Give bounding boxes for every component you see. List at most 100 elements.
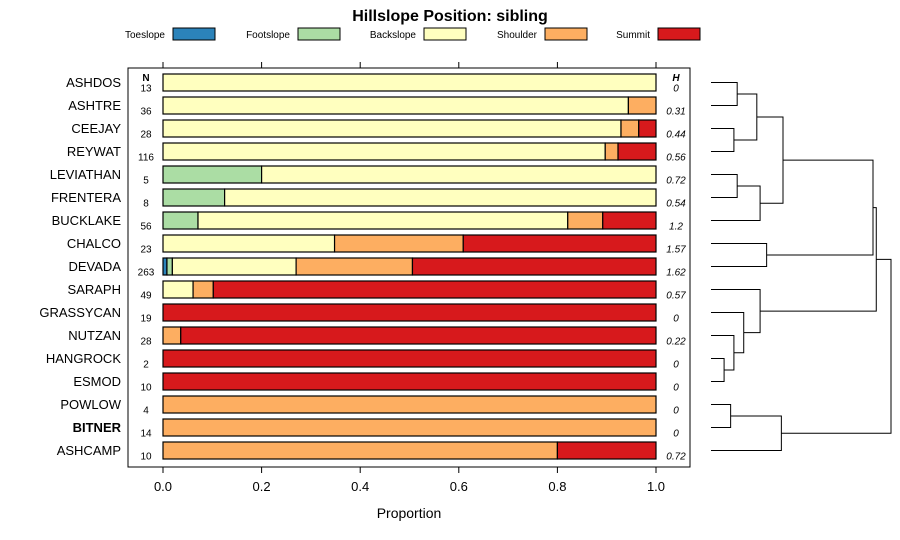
soil-label: SARAPH bbox=[68, 282, 121, 297]
n-value: 5 bbox=[143, 176, 149, 187]
soil-label: BITNER bbox=[73, 420, 122, 435]
h-value: 0 bbox=[673, 429, 679, 440]
bar-segment-shoulder bbox=[604, 142, 619, 161]
dendrogram-link bbox=[711, 174, 738, 198]
bar-segment-summit bbox=[556, 441, 657, 460]
soil-label: POWLOW bbox=[60, 397, 121, 412]
bar-segment-shoulder bbox=[162, 326, 182, 345]
h-value: 1.57 bbox=[666, 245, 686, 256]
legend-swatch-summit bbox=[657, 27, 701, 41]
h-value: 0.22 bbox=[666, 337, 686, 348]
row-bucklake: BUCKLAKE 56 1.2 bbox=[52, 211, 683, 233]
n-value: 4 bbox=[143, 406, 149, 417]
soil-label: ESMOD bbox=[73, 374, 121, 389]
x-tick-label: 0.2 bbox=[253, 479, 271, 494]
bar-segment-shoulder bbox=[567, 211, 604, 230]
dendrogram-link bbox=[711, 312, 745, 354]
n-value: 10 bbox=[140, 452, 152, 463]
dendrogram-link bbox=[760, 207, 877, 312]
legend: Toeslope Footslope Backslope Shoulder Summit bbox=[125, 27, 701, 41]
bar-segment-summit bbox=[212, 280, 657, 299]
h-value: 0 bbox=[673, 84, 679, 95]
legend-label-toeslope: Toeslope bbox=[125, 30, 165, 41]
h-value: 1.2 bbox=[669, 222, 683, 233]
h-value: 0.56 bbox=[666, 153, 686, 164]
dendrogram-link bbox=[711, 358, 725, 382]
n-column-header: N bbox=[142, 73, 149, 84]
legend-swatch-backslope bbox=[423, 27, 467, 41]
h-value: 1.62 bbox=[666, 268, 686, 279]
legend-label-summit: Summit bbox=[616, 30, 650, 41]
bar-segment-backslope bbox=[224, 188, 657, 207]
row-ashtre: ASHTRE 36 0.31 bbox=[68, 96, 686, 118]
n-value: 14 bbox=[140, 429, 152, 440]
dendrogram-link bbox=[711, 243, 768, 267]
n-value: 10 bbox=[140, 383, 152, 394]
legend-label-shoulder: Shoulder bbox=[497, 30, 538, 41]
row-powlow: POWLOW 4 0 bbox=[60, 395, 679, 417]
bar-segment-summit bbox=[162, 349, 657, 368]
row-grassycan: GRASSYCAN 19 0 bbox=[39, 303, 679, 325]
soil-label: ASHDOS bbox=[66, 75, 121, 90]
row-leviathan: LEVIATHAN 5 0.72 bbox=[50, 165, 686, 187]
dendrogram-link bbox=[711, 289, 761, 334]
row-hangrock: HANGROCK 2 0 bbox=[46, 349, 679, 371]
bar-segment-backslope bbox=[162, 96, 629, 115]
row-ashdos: ASHDOS 13 0 bbox=[66, 73, 679, 95]
dendrogram-link bbox=[711, 415, 782, 451]
bar-segment-shoulder bbox=[162, 395, 657, 414]
legend-swatch-toeslope bbox=[172, 27, 216, 41]
chart-title: Hillslope Position: sibling bbox=[352, 8, 548, 25]
bar-segment-summit bbox=[162, 303, 657, 322]
row-esmod: ESMOD 10 0 bbox=[73, 372, 679, 394]
bar-segment-shoulder bbox=[162, 418, 657, 437]
bar-segment-backslope bbox=[162, 142, 606, 161]
dendrogram-link bbox=[711, 404, 732, 428]
bar-segment-summit bbox=[602, 211, 657, 230]
x-axis: 0.0 0.2 0.4 0.6 0.8 1.0 bbox=[154, 62, 665, 494]
row-reywat: REYWAT 116 0.56 bbox=[67, 142, 686, 164]
soil-label: FRENTERA bbox=[51, 190, 121, 205]
bar-segment-backslope bbox=[162, 280, 194, 299]
n-value: 13 bbox=[140, 84, 152, 95]
bar-segment-summit bbox=[180, 326, 657, 345]
bar-segment-footslope bbox=[162, 165, 263, 184]
row-devada: DEVADA 263 1.62 bbox=[69, 257, 686, 279]
row-bitner: BITNER 14 0 bbox=[73, 418, 679, 440]
dendrogram-link bbox=[781, 258, 892, 434]
dendrogram-link bbox=[756, 116, 784, 204]
n-value: 23 bbox=[140, 245, 152, 256]
soil-label: CHALCO bbox=[67, 236, 121, 251]
h-value: 0 bbox=[673, 383, 679, 394]
h-value: 0.57 bbox=[666, 291, 686, 302]
soil-label: HANGROCK bbox=[46, 351, 121, 366]
n-value: 2 bbox=[143, 360, 149, 371]
soil-label: LEVIATHAN bbox=[50, 167, 121, 182]
n-value: 263 bbox=[138, 268, 155, 279]
bar-segment-shoulder bbox=[162, 441, 558, 460]
bar-segment-shoulder bbox=[627, 96, 657, 115]
bar-segment-footslope bbox=[162, 211, 199, 230]
row-saraph: SARAPH 49 0.57 bbox=[68, 280, 686, 302]
bar-segment-backslope bbox=[162, 119, 622, 138]
legend-swatch-shoulder bbox=[544, 27, 588, 41]
x-tick-label: 0.4 bbox=[351, 479, 369, 494]
bar-segment-backslope bbox=[261, 165, 657, 184]
row-ashcamp: ASHCAMP 10 0.72 bbox=[57, 441, 686, 463]
n-value: 8 bbox=[143, 199, 149, 210]
soil-label: CEEJAY bbox=[71, 121, 121, 136]
dendrogram-link bbox=[711, 82, 738, 106]
h-value: 0.44 bbox=[666, 130, 686, 141]
h-value: 0.72 bbox=[666, 452, 686, 463]
bar-segment-summit bbox=[411, 257, 657, 276]
n-value: 56 bbox=[140, 222, 152, 233]
n-value: 19 bbox=[140, 314, 152, 325]
bar-segment-footslope bbox=[162, 188, 226, 207]
row-frentera: FRENTERA 8 0.54 bbox=[51, 188, 686, 210]
bar-segment-backslope bbox=[197, 211, 569, 230]
dendrogram-link bbox=[733, 93, 758, 141]
bar-segment-summit bbox=[162, 372, 657, 391]
dendrogram-link bbox=[711, 335, 735, 371]
soil-label: NUTZAN bbox=[68, 328, 121, 343]
